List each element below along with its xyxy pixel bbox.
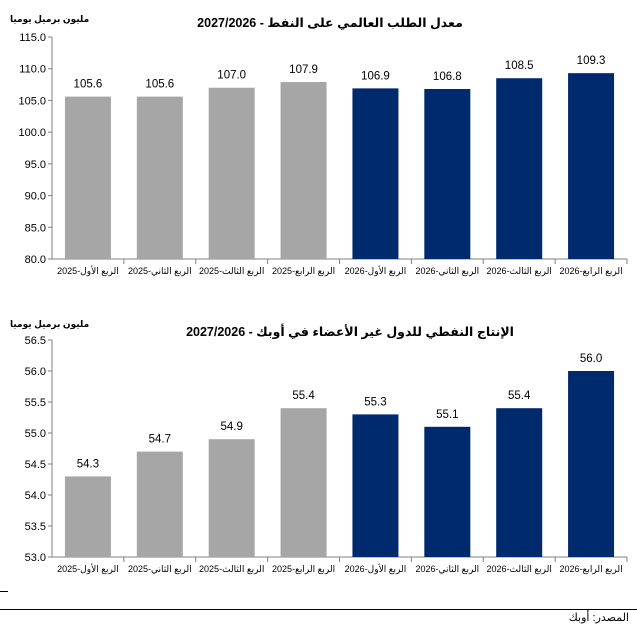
bar — [568, 371, 615, 557]
data-label: 108.5 — [505, 60, 534, 72]
y-tick-label: 56.0 — [25, 366, 46, 378]
y-tick-label: 55.0 — [25, 428, 46, 440]
bar — [64, 476, 111, 557]
unit-label: مليون برميل يوميا — [10, 319, 89, 330]
bar — [424, 426, 471, 557]
data-label: 54.3 — [77, 458, 99, 470]
x-tick-label: الربع الرابع-2026 — [560, 564, 623, 574]
x-tick-label: الربع الأول-2025 — [57, 265, 119, 276]
footer-rule — [0, 609, 637, 610]
oil-demand-chart: مليون برميل يوميا معدل الطلب العالمي على… — [10, 14, 628, 276]
y-tick-label: 55.5 — [25, 397, 46, 409]
x-tick-label: الربع الأول-2026 — [345, 265, 407, 276]
y-tick-label: 95.0 — [25, 159, 46, 171]
x-tick-label: الربع الرابع-2025 — [272, 564, 335, 574]
x-tick-label: الربع الثالث-2025 — [199, 266, 264, 276]
bar — [280, 408, 327, 557]
data-label: 55.4 — [508, 390, 531, 402]
y-tick-label: 54.0 — [25, 490, 46, 502]
chart-title: الإنتاج النفطي للدول غير الأعضاء في أوبك… — [186, 323, 514, 339]
bar — [136, 451, 183, 557]
data-label: 55.3 — [364, 396, 386, 408]
data-label: 55.4 — [292, 390, 315, 402]
bar — [568, 73, 615, 259]
y-tick-label: 90.0 — [25, 191, 46, 203]
plot-area: 53.0 53.5 54.0 54.5 55.0 55.5 56.0 56.5 54.3 الرب… — [25, 335, 628, 574]
x-tick-label: الربع الثاني-2025 — [128, 266, 192, 276]
separator-rule — [0, 591, 8, 592]
x-tick-label: الربع الثاني-2026 — [415, 266, 479, 276]
bar — [136, 96, 183, 259]
bar — [496, 78, 543, 259]
data-label: 107.9 — [289, 64, 318, 76]
bar — [496, 408, 543, 557]
bar — [208, 439, 255, 557]
y-tick-label: 54.5 — [25, 459, 46, 471]
data-label: 109.3 — [577, 55, 606, 67]
x-tick-label: الربع الأول-2025 — [57, 563, 119, 574]
x-tick-label: الربع الرابع-2025 — [272, 266, 335, 276]
bar — [64, 96, 111, 259]
bar — [208, 87, 255, 259]
x-tick-label: الربع الثاني-2025 — [128, 564, 192, 574]
y-tick-label: 53.0 — [25, 552, 46, 564]
y-tick-label: 115.0 — [19, 32, 46, 44]
data-label: 56.0 — [580, 353, 602, 365]
bar — [424, 89, 471, 259]
x-tick-label: الربع الثالث-2026 — [487, 266, 552, 276]
chart-title: معدل الطلب العالمي على النفط - 2027/2026 — [197, 16, 463, 30]
non-opec-production-chart: مليون برميل يوميا الإنتاج النفطي للدول غ… — [10, 319, 628, 574]
x-tick-label: الربع الرابع-2026 — [560, 266, 623, 276]
data-label: 54.9 — [220, 421, 242, 433]
y-tick-label: 85.0 — [25, 222, 46, 234]
data-label: 105.6 — [145, 79, 174, 91]
y-tick-label: 56.5 — [25, 335, 46, 347]
y-tick-label: 110.0 — [19, 64, 46, 76]
bar — [280, 82, 327, 259]
y-tick-label: 100.0 — [18, 127, 46, 139]
y-tick-label: 105.0 — [18, 95, 46, 107]
x-tick-label: الربع الأول-2026 — [345, 563, 407, 574]
data-label: 106.8 — [433, 71, 462, 83]
x-tick-label: الربع الثاني-2026 — [415, 564, 479, 574]
y-tick-label: 80.0 — [25, 254, 46, 266]
unit-label: مليون برميل يوميا — [10, 14, 89, 25]
data-label: 106.9 — [361, 70, 390, 82]
bar — [352, 414, 399, 557]
source-note: المصدر: أوبك — [568, 612, 629, 624]
x-tick-label: الربع الثالث-2025 — [199, 564, 264, 574]
bar — [352, 88, 399, 260]
y-tick-label: 53.5 — [25, 521, 46, 533]
data-label: 107.0 — [217, 70, 246, 82]
data-label: 105.6 — [74, 79, 103, 91]
data-label: 54.7 — [149, 434, 171, 446]
x-tick-label: الربع الثالث-2026 — [487, 564, 552, 574]
plot-area: 80.0 85.0 90.0 95.0 100.0 105.0 110.0 115.0 105.… — [18, 32, 628, 276]
data-label: 55.1 — [436, 409, 458, 421]
